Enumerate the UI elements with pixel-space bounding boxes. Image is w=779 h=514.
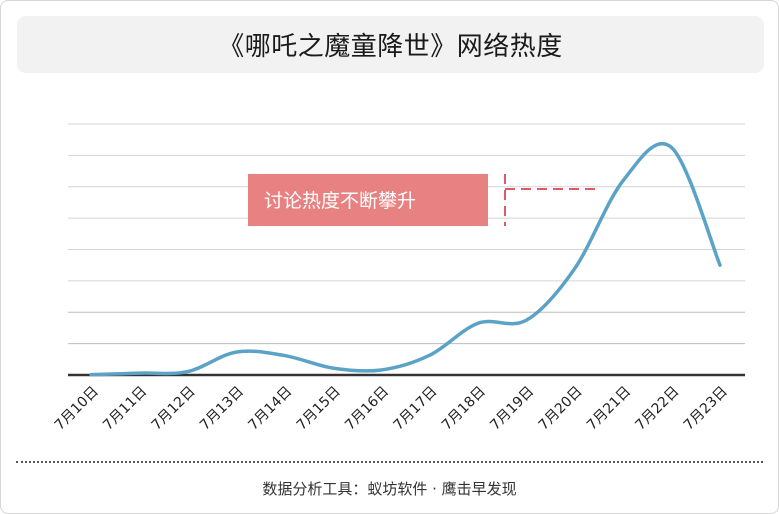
chart-title: 《哪吒之魔童降世》网络热度 [218, 32, 563, 62]
x-tick-label: 7月22日 [632, 384, 682, 434]
x-tick-label: 7月10日 [52, 384, 102, 434]
x-tick-label: 7月18日 [439, 384, 489, 434]
x-tick-label: 7月21日 [584, 384, 634, 434]
title-box: 《哪吒之魔童降世》网络热度 [17, 16, 764, 73]
x-tick-label: 7月14日 [245, 384, 295, 434]
gridlines [68, 123, 745, 345]
x-tick-label: 7月20日 [536, 384, 586, 434]
annotation: 讨论热度不断攀升 [248, 174, 600, 226]
x-tick-label: 7月13日 [197, 384, 247, 434]
x-tick-label: 7月16日 [342, 384, 392, 434]
x-tick-label: 7月11日 [100, 384, 150, 434]
x-tick-labels: 7月10日7月11日7月12日7月13日7月14日7月15日7月16日7月17日… [52, 384, 731, 434]
footer-divider [16, 461, 763, 463]
series-line [89, 141, 722, 377]
annotation-box [248, 174, 488, 226]
annotation-text: 讨论热度不断攀升 [264, 190, 416, 212]
x-tick-label: 7月23日 [681, 384, 731, 434]
x-tick-label: 7月12日 [149, 384, 199, 434]
x-tick-label: 7月15日 [294, 384, 344, 434]
footer-source: 数据分析工具：蚁坊软件 · 鹰击早发现 [262, 480, 517, 498]
x-tick-label: 7月17日 [391, 384, 441, 434]
x-tick-label: 7月19日 [487, 384, 537, 434]
